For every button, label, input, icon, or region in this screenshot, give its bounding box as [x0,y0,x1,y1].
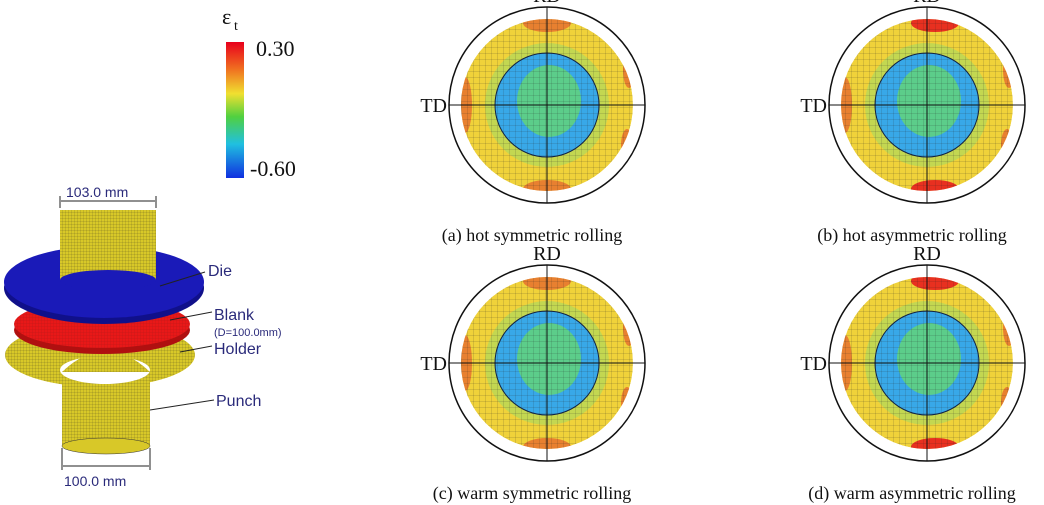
model-label: Blank [214,307,255,324]
caption: (c) warm symmetric rolling [433,483,631,504]
colorbar-scale [226,42,244,178]
rd-label: RD [533,243,561,265]
pole-figure: RD TD (b) hot asymmetric rolling [800,0,1025,246]
td-label: TD [420,353,447,375]
rd-label: RD [533,0,561,7]
rd-label: RD [913,0,941,7]
punch-base [62,438,150,454]
bottom-dimension: 100.0 mm [64,473,126,489]
upper-cylinder-mesh [60,210,156,280]
caption: (d) warm asymmetric rolling [808,483,1015,504]
colorbar-min: -0.60 [250,156,296,181]
pole-figure: RD TD (c) warm symmetric rolling [420,243,645,504]
model-label: Die [208,263,232,280]
td-label: TD [800,353,827,375]
colorbar-symbol: ε [222,4,231,29]
colorbar-subscript: t [234,19,238,34]
model-label: Punch [216,393,261,410]
model-label: (D=100.0mm) [214,327,282,339]
pole-figure: RD TD (d) warm asymmetric rolling [800,243,1025,504]
caption: (a) hot symmetric rolling [442,225,622,246]
colorbar-max: 0.30 [256,36,295,61]
rd-label: RD [913,243,941,265]
top-dimension: 103.0 mm [66,184,128,200]
caption: (b) hot asymmetric rolling [817,225,1006,246]
colorbar: ε t 0.30 -0.60 [222,4,296,181]
figure: ε t 0.30 -0.60 [0,0,1044,505]
td-label: TD [800,95,827,117]
td-label: TD [420,95,447,117]
pole-figure: RD TD (a) hot symmetric rolling [420,0,645,246]
fe-model: 103.0 mm 100.0 mm Die Blank (D=100.0mm) … [4,184,282,489]
die-opening [60,270,156,290]
model-label: Holder [214,341,262,358]
